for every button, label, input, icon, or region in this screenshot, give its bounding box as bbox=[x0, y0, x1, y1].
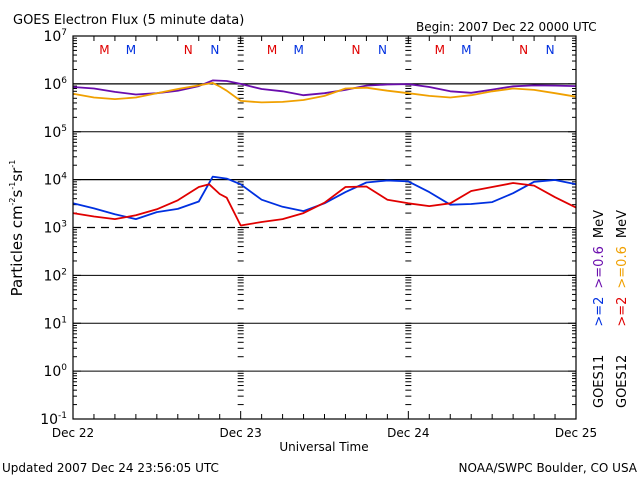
y-tick-label: 106 bbox=[43, 76, 67, 93]
axis-ticks bbox=[72, 36, 577, 420]
series-line bbox=[72, 79, 577, 97]
legend-part: >=0.6 bbox=[592, 246, 607, 288]
satellite-marker: N bbox=[546, 43, 555, 57]
y-axis-title-sr: sr bbox=[8, 167, 26, 182]
y-tick-label-base: 10 bbox=[43, 221, 61, 237]
y-tick-label: 101 bbox=[43, 315, 67, 332]
chart-title: GOES Electron Flux (5 minute data) bbox=[13, 13, 244, 28]
y-tick-label-base: 10 bbox=[40, 412, 58, 428]
y-tick-label-exp: 3 bbox=[61, 220, 67, 230]
y-tick-label: 100 bbox=[43, 363, 67, 380]
satellite-marker: N bbox=[184, 43, 193, 57]
x-tick-label: Dec 25 bbox=[555, 426, 597, 440]
grid-lines bbox=[73, 83, 576, 372]
begin-time: Begin: 2007 Dec 22 0000 UTC bbox=[416, 20, 597, 34]
legend-entry: GOES12 >=2 >=0.6 MeV bbox=[615, 210, 630, 408]
y-tick-label-exp: 7 bbox=[61, 28, 67, 38]
satellite-marker: M bbox=[461, 43, 471, 57]
legend-part: MeV bbox=[615, 210, 630, 238]
y-axis-title-base: Particles cm bbox=[8, 205, 26, 296]
x-tick-label: Dec 22 bbox=[52, 426, 94, 440]
y-tick-label-exp: 5 bbox=[61, 124, 67, 134]
x-axis-title: Universal Time bbox=[279, 440, 368, 454]
x-tick-label: Dec 23 bbox=[220, 426, 262, 440]
y-tick-label: 103 bbox=[43, 220, 67, 237]
satellite-marker: M bbox=[126, 43, 136, 57]
legend-part: MeV bbox=[592, 210, 607, 238]
y-tick-label: 102 bbox=[43, 267, 67, 284]
y-tick-label-exp: 4 bbox=[61, 172, 67, 182]
satellite-marker: N bbox=[351, 43, 360, 57]
y-axis-title-exp2: -1 bbox=[8, 182, 17, 190]
y-tick-label-base: 10 bbox=[43, 29, 61, 45]
legend-entry: GOES11 >=2 >=0.6 MeV bbox=[592, 210, 607, 408]
y-tick-label-exp: 0 bbox=[61, 363, 67, 373]
credit-text: NOAA/SWPC Boulder, CO USA bbox=[459, 461, 638, 475]
satellite-marker: M bbox=[99, 43, 109, 57]
satellite-marker: N bbox=[519, 43, 528, 57]
y-tick-label-exp: -1 bbox=[58, 411, 67, 421]
x-tick-label: Dec 24 bbox=[387, 426, 429, 440]
satellite-marker: M bbox=[293, 43, 303, 57]
legend-part: GOES11 bbox=[592, 355, 607, 408]
y-tick-label-base: 10 bbox=[43, 125, 61, 141]
legend-part: >=0.6 bbox=[615, 246, 630, 288]
plot-frame bbox=[72, 35, 577, 420]
y-axis-title: Particles cm-2s-1sr-1 bbox=[8, 160, 26, 297]
y-tick-label: 10-1 bbox=[40, 411, 67, 428]
y-tick-label: 104 bbox=[43, 172, 67, 189]
y-tick-label-exp: 2 bbox=[61, 267, 67, 277]
series-line bbox=[72, 175, 577, 220]
y-axis-title-exp3: -1 bbox=[8, 160, 17, 168]
series-line bbox=[72, 182, 577, 227]
series-line bbox=[72, 82, 577, 104]
legend-part: GOES12 bbox=[615, 355, 630, 408]
y-axis-title-exp1: -2 bbox=[8, 197, 17, 205]
y-tick-label: 107 bbox=[43, 28, 67, 45]
legend-part: >=2 bbox=[615, 297, 630, 327]
y-axis-title-s: s bbox=[8, 189, 26, 197]
x-tick-labels: Dec 22 Dec 23 Dec 24 Dec 25 bbox=[52, 426, 597, 440]
y-tick-label-base: 10 bbox=[43, 268, 61, 284]
y-tick-label: 105 bbox=[43, 124, 67, 141]
legend: GOES11 >=2 >=0.6 MeV GOES12 >=2 >=0.6 MeV bbox=[592, 210, 630, 408]
satellite-marker: N bbox=[210, 43, 219, 57]
satellite-marker: M bbox=[267, 43, 277, 57]
y-tick-label-base: 10 bbox=[43, 77, 61, 93]
legend-part: >=2 bbox=[592, 297, 607, 327]
y-tick-label-base: 10 bbox=[43, 173, 61, 189]
y-tick-label-exp: 6 bbox=[61, 76, 67, 86]
satellite-marker: M bbox=[435, 43, 445, 57]
y-tick-label-exp: 1 bbox=[61, 315, 67, 325]
updated-timestamp: Updated 2007 Dec 24 23:56:05 UTC bbox=[2, 461, 219, 475]
data-series bbox=[72, 79, 577, 227]
y-tick-label-base: 10 bbox=[43, 364, 61, 380]
satellite-marker: N bbox=[378, 43, 387, 57]
y-tick-label-base: 10 bbox=[43, 316, 61, 332]
